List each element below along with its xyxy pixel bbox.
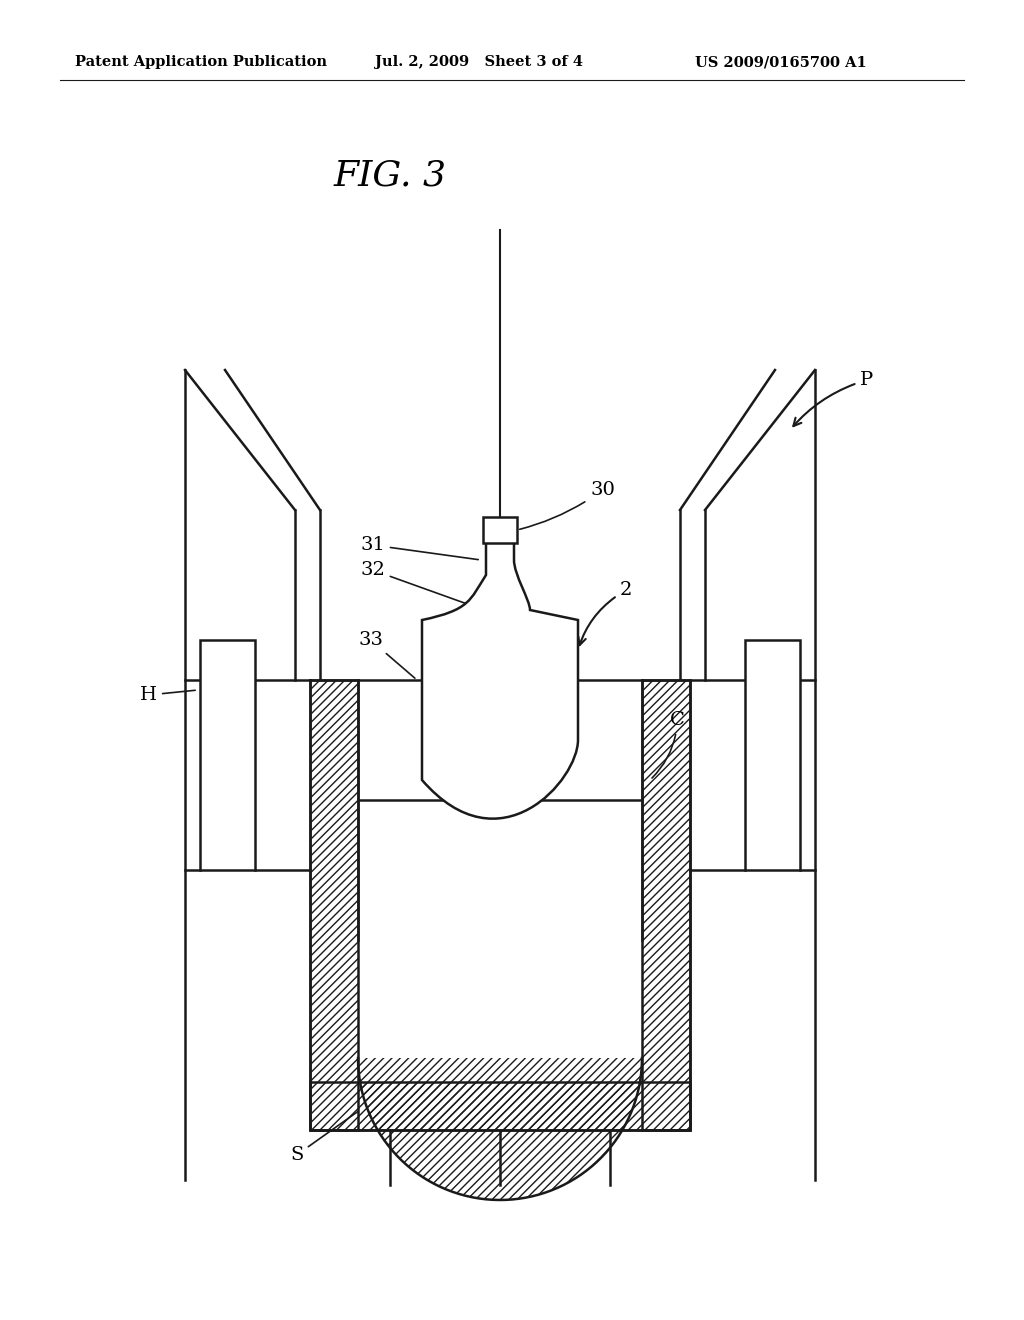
Text: FIG. 3: FIG. 3 [334,158,446,191]
Text: S: S [290,1111,357,1164]
Bar [310,680,690,1130]
Bar [358,680,642,1059]
Bar [200,640,255,870]
Polygon shape [358,916,642,1059]
Text: 32: 32 [360,561,467,605]
Text: P: P [794,371,873,426]
Text: Patent Application Publication: Patent Application Publication [75,55,327,69]
Text: Jul. 2, 2009   Sheet 3 of 4: Jul. 2, 2009 Sheet 3 of 4 [375,55,583,69]
Text: C: C [652,711,685,777]
Text: 30: 30 [520,480,614,529]
PathPatch shape [422,531,578,818]
Bar [310,1082,690,1130]
Bar [745,640,800,870]
Bar [642,680,690,1130]
Text: 31: 31 [360,536,478,560]
Text: 2: 2 [579,581,633,645]
Bar [483,517,517,543]
Text: US 2009/0165700 A1: US 2009/0165700 A1 [695,55,866,69]
Bar [310,680,358,1130]
Text: 33: 33 [358,631,415,678]
Bar [310,680,358,1130]
Bar [310,1082,690,1130]
Text: H: H [140,686,196,704]
Bar [642,680,690,1130]
